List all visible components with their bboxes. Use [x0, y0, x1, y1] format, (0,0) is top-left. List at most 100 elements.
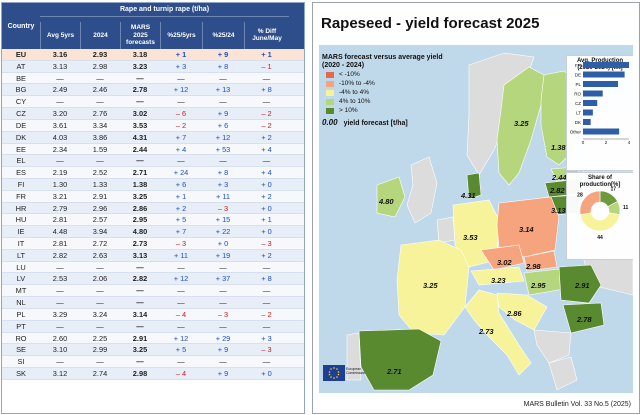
diff5-cell: — — [177, 357, 185, 367]
legend-swatch — [326, 98, 334, 105]
country-cell: SI — [17, 357, 25, 367]
table-row: LV 2.53 2.06 2.82 + 12 + 37 + 8 — [2, 273, 304, 286]
country-cell: EE — [16, 144, 26, 154]
country-cell: PT — [16, 321, 26, 331]
diffm-cell: — — [262, 286, 271, 296]
country-PT — [346, 332, 362, 381]
avg-cell: 3.12 — [52, 368, 68, 378]
avg-cell: 2.19 — [52, 168, 68, 178]
avg-cell: 2.60 — [52, 333, 68, 343]
y2024-cell: 2.06 — [92, 274, 108, 284]
legend-forecast: 0.00 yield forecast [t/ha] — [322, 118, 487, 127]
country-CZ — [480, 244, 525, 271]
diff5-cell: – 6 — [175, 109, 187, 119]
diff5-cell: + 11 — [173, 250, 189, 260]
diffm-cell: – 2 — [261, 309, 272, 319]
legend-title: MARS forecast versus average yield (2020… — [322, 54, 443, 69]
table-row: PT — — — — — — — [2, 320, 304, 333]
diff24-cell: + 15 — [215, 215, 231, 225]
production-bar-label: DK — [575, 120, 581, 125]
y2024-cell: 2.96 — [92, 203, 108, 213]
table-row: SI — — — — — — — [2, 356, 304, 368]
map-label-fr: 3.25 — [423, 281, 438, 290]
country-cell: DE — [15, 120, 27, 130]
legend-label: 4% to 10% — [339, 98, 371, 105]
share-chart: Share of production[%] 17 11 44 28 — [566, 172, 633, 260]
production-bar — [583, 109, 593, 116]
y2024-cell: 2.57 — [92, 215, 108, 225]
diff24-cell: + 0 — [217, 239, 229, 248]
diff5-cell: — — [177, 262, 185, 272]
header-avg: Avg 5yrs — [40, 21, 80, 49]
country-DK — [466, 172, 482, 200]
panel-footer: MARS Bulletin Vol. 33 No.5 (2025) — [523, 401, 631, 408]
diff24-cell: + 9 — [217, 109, 229, 119]
table-row: BE — — — — — — — [2, 72, 304, 85]
country-cell: FR — [16, 191, 26, 201]
legend-item: > 10% — [326, 106, 487, 115]
y2024-cell: — — [96, 156, 104, 166]
diffm-cell: + 3 — [261, 333, 272, 343]
header-dm: % Diff June/May — [244, 21, 289, 49]
map-label-es: 2.71 — [387, 367, 402, 376]
diff24-cell: + 8 — [217, 168, 229, 178]
share-slice — [579, 190, 601, 216]
y2024-cell: 2.76 — [92, 109, 108, 119]
table-row: ES 2.19 2.52 2.71 + 24 + 8 + 4 — [2, 167, 304, 179]
diff5-cell: — — [177, 286, 185, 296]
country-ES — [358, 328, 442, 391]
avg-cell: 3.10 — [52, 345, 68, 355]
table-row: HU 2.81 2.57 2.95 + 5 + 15 + 1 — [2, 214, 304, 227]
diff24-cell: — — [219, 262, 227, 272]
diffm-cell: + 2 — [261, 250, 272, 260]
country-cell: FI — [17, 179, 25, 189]
diffm-cell: – 2 — [261, 120, 272, 130]
y2024-cell: 2.98 — [92, 61, 108, 71]
diff5-cell: – 3 — [175, 239, 187, 248]
production-tick-label: 0 — [582, 140, 585, 145]
production-bar-label: CZ — [575, 101, 581, 106]
avg-cell: 3.13 — [52, 61, 68, 71]
country-cell: HR — [15, 203, 27, 213]
country-cell: IT — [17, 239, 25, 248]
diffm-cell: + 0 — [261, 179, 272, 189]
diff24-cell: + 8 — [217, 61, 229, 71]
country-cell: BE — [16, 73, 26, 83]
forecast-cell: 3.53 — [132, 120, 148, 130]
forecast-cell: 3.25 — [132, 191, 148, 201]
production-bar — [583, 62, 629, 68]
production-tick-label: 4 — [628, 140, 631, 145]
avg-cell: 3.16 — [52, 50, 68, 59]
table-row: BG 2.49 2.46 2.78 + 12 + 13 + 8 — [2, 84, 304, 97]
legend-label: > 10% — [339, 107, 358, 114]
country-cell: EL — [16, 156, 26, 166]
avg-cell: 3.21 — [52, 191, 68, 201]
y2024-cell: 1.59 — [92, 144, 108, 154]
forecast-cell: 2.71 — [132, 168, 148, 178]
diffm-cell: — — [262, 156, 271, 166]
diffm-cell: + 1 — [261, 50, 272, 59]
avg-cell: 1.30 — [52, 179, 68, 189]
diffm-cell: — — [262, 298, 271, 308]
table-row: FI 1.30 1.33 1.38 + 6 + 3 + 0 — [2, 178, 304, 191]
map-label-de: 3.53 — [463, 233, 478, 242]
production-bar — [583, 128, 620, 135]
country-FR — [396, 239, 470, 336]
map-label-cz: 3.02 — [497, 258, 512, 267]
country-cell: PL — [16, 309, 26, 319]
forecast-cell: 4.31 — [132, 132, 148, 142]
diff5-cell: + 12 — [173, 274, 189, 284]
legend-forecast-label: yield forecast [t/ha] — [343, 120, 408, 127]
forecast-cell: 3.23 — [132, 61, 148, 71]
production-bar-label: RO — [574, 92, 581, 97]
production-bar — [583, 90, 603, 97]
diffm-cell: + 0 — [261, 203, 272, 213]
map-label-lt: 3.13 — [551, 206, 566, 215]
avg-cell: 2.79 — [52, 203, 68, 213]
forecast-cell: — — [136, 262, 144, 272]
forecast-cell: 2.44 — [132, 144, 148, 154]
diff24-cell: + 12 — [215, 132, 231, 142]
table-row: LU — — — — — — — [2, 261, 304, 274]
production-bar-label: PL — [575, 82, 581, 87]
map-label-sk: 2.98 — [526, 262, 541, 271]
